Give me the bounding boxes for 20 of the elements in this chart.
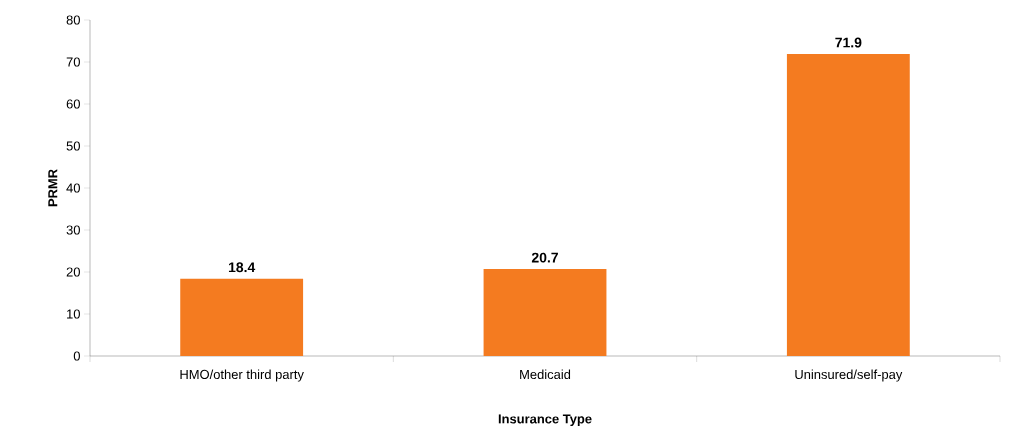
data-label: 18.4 <box>228 262 256 273</box>
x-tick-label: Medicaid <box>520 369 571 380</box>
y-tick-label: 60 <box>66 99 80 109</box>
data-label: 20.7 <box>531 252 558 263</box>
y-axis-title: PRMR <box>48 169 58 207</box>
y-tick-label: 0 <box>73 351 80 361</box>
y-tick-label: 50 <box>66 141 80 151</box>
y-tick-label: 40 <box>66 183 80 193</box>
x-tick-label: Uninsured/self-pay <box>795 369 903 382</box>
y-tick-label: 30 <box>66 225 80 235</box>
y-tick-label: 80 <box>66 15 80 25</box>
bar <box>483 269 607 356</box>
x-axis-title: Insurance Type <box>498 414 592 427</box>
y-tick-label: 70 <box>66 57 80 67</box>
y-tick-label: 20 <box>66 267 80 277</box>
x-tick-label: HMO/other third party <box>180 369 304 382</box>
data-label: 71.9 <box>835 37 862 48</box>
bar <box>180 278 304 356</box>
y-tick-label: 10 <box>67 309 80 319</box>
bar <box>786 54 910 356</box>
